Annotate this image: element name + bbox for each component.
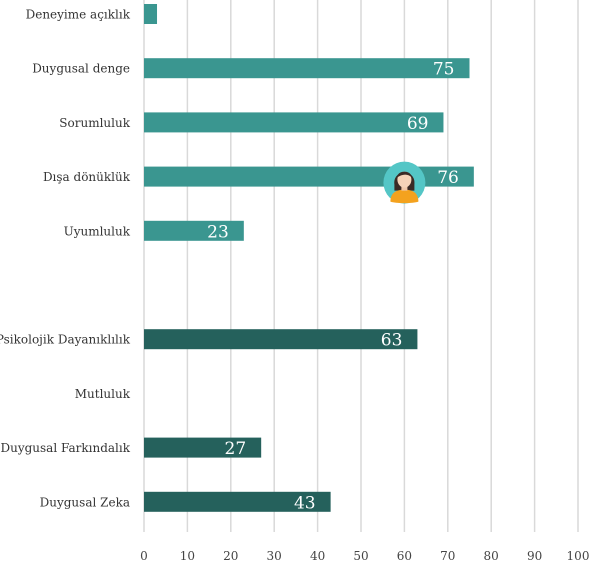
bar — [144, 437, 262, 458]
value-labels: 75 69 76 23 63 27 43 — [207, 60, 459, 514]
category-label: Psikolojik Dayanıklılık — [0, 333, 131, 347]
data-label: 63 — [381, 331, 403, 351]
x-tick-label: 50 — [353, 549, 368, 563]
avatar-body — [390, 189, 419, 204]
avatar-neck — [401, 185, 408, 191]
bar — [144, 329, 418, 350]
x-tick-label: 90 — [527, 549, 542, 563]
grid-lines — [143, 0, 579, 532]
category-label: Mutluluk — [75, 387, 131, 401]
category-label: Duygusal denge — [32, 62, 130, 76]
bar — [144, 220, 244, 241]
category-label: Duygusal Zeka — [40, 495, 130, 509]
x-tick-label: 40 — [310, 549, 325, 563]
x-tick-label: 100 — [567, 549, 590, 563]
bar — [144, 491, 331, 512]
data-label: 23 — [207, 222, 229, 242]
category-labels: Deneyime açıklık Duygusal denge Sorumluluk… — [0, 8, 131, 510]
avatar-face — [397, 171, 412, 188]
avatar-fringe — [396, 171, 412, 178]
x-tick-label: 10 — [180, 549, 195, 563]
person-avatar-icon — [383, 161, 426, 204]
category-label: Dışa dönüklük — [43, 170, 131, 184]
data-label: 69 — [407, 114, 429, 134]
x-tick-label: 80 — [484, 549, 499, 563]
data-label: 27 — [225, 439, 247, 459]
x-axis-ticks: 0 10 20 30 40 50 60 70 80 90 100 — [140, 549, 589, 563]
bar — [144, 4, 158, 24]
x-tick-label: 60 — [397, 549, 412, 563]
category-label: Sorumluluk — [59, 116, 130, 130]
bar — [144, 112, 444, 133]
person-marker — [383, 161, 426, 204]
data-label: 75 — [433, 60, 455, 80]
bars — [144, 4, 474, 512]
x-tick-label: 20 — [223, 549, 238, 563]
x-tick-label: 0 — [140, 549, 148, 563]
bar — [144, 58, 470, 79]
data-label: 43 — [294, 493, 316, 513]
data-label: 76 — [437, 168, 459, 188]
x-tick-label: 30 — [267, 549, 282, 563]
category-label: Deneyime açıklık — [26, 8, 131, 22]
x-tick-label: 70 — [440, 549, 455, 563]
category-label: Uyumluluk — [64, 224, 131, 238]
category-label: Duygusal Farkındalık — [0, 441, 130, 455]
